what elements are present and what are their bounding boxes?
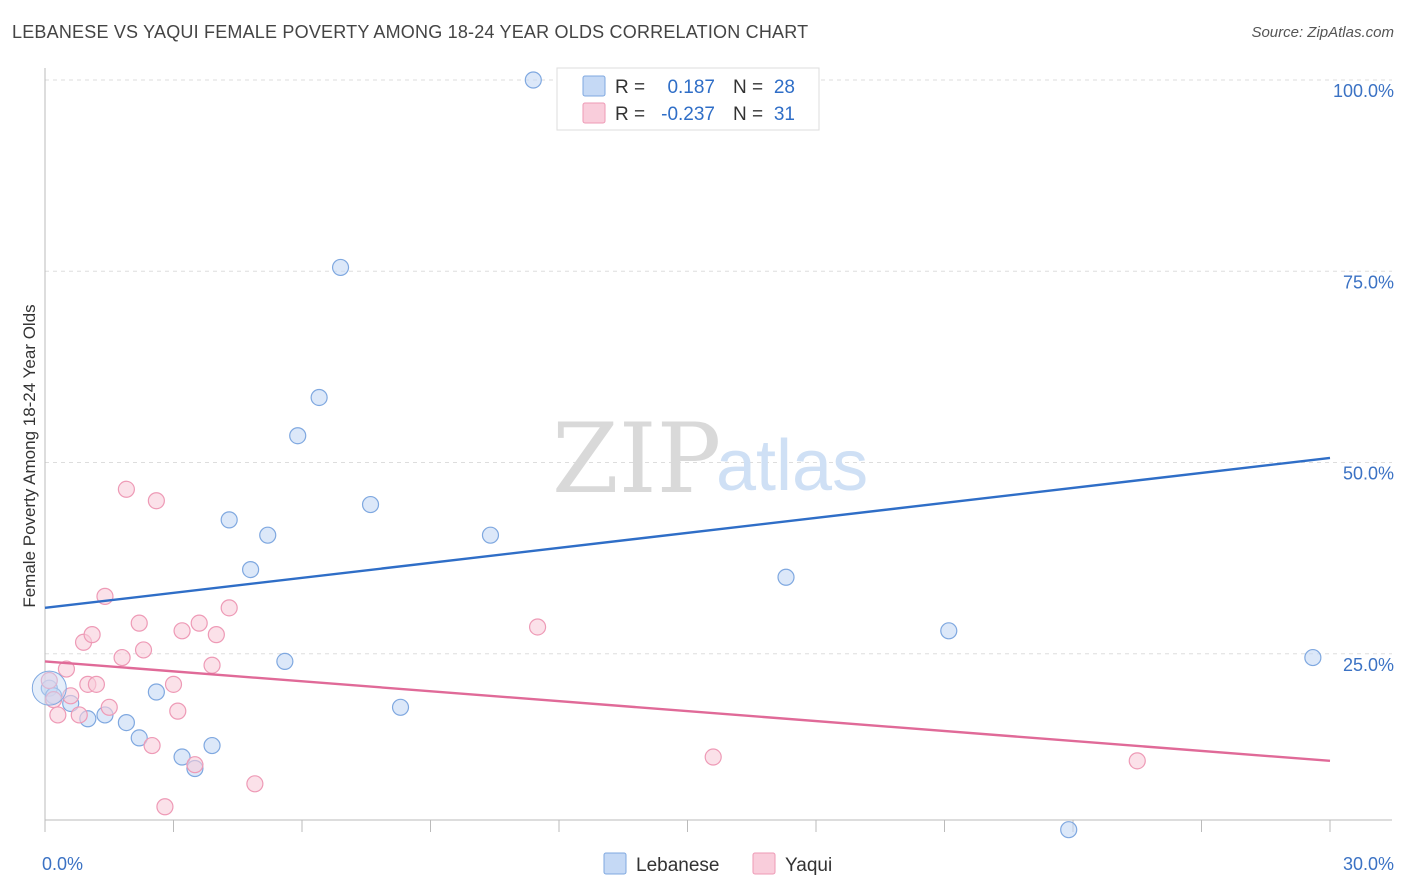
point-lebanese-17 bbox=[331, 258, 350, 277]
trend-line-lebanese bbox=[44, 456, 1331, 610]
point-yaqui-2 bbox=[49, 706, 67, 724]
point-yaqui-30 bbox=[1128, 752, 1146, 770]
point-yaqui-21 bbox=[173, 622, 191, 640]
point-yaqui-14 bbox=[130, 614, 148, 632]
point-lebanese-27 bbox=[1304, 648, 1322, 667]
point-yaqui-28 bbox=[528, 618, 547, 636]
trend-lines bbox=[44, 456, 1331, 763]
bottom-legend-label-lebanese: Lebanese bbox=[636, 855, 719, 876]
point-lebanese-13 bbox=[259, 526, 277, 544]
point-yaqui-11 bbox=[100, 698, 118, 716]
legend-r-label-yaqui: R = bbox=[615, 104, 645, 125]
point-lebanese-20 bbox=[481, 526, 500, 544]
point-yaqui-27 bbox=[246, 775, 264, 793]
y-axis-title: Female Poverty Among 18-24 Year Olds bbox=[20, 304, 39, 607]
point-yaqui-5 bbox=[70, 706, 88, 724]
point-lebanese-cluster bbox=[31, 670, 67, 706]
x-tick-label-min: 0.0% bbox=[42, 854, 83, 874]
y-tick-label-50: 50.0% bbox=[1343, 464, 1394, 484]
point-yaqui-17 bbox=[147, 492, 165, 510]
point-lebanese-7 bbox=[147, 683, 165, 701]
legend-n-label-lebanese: N = bbox=[733, 77, 763, 98]
point-yaqui-23 bbox=[190, 614, 208, 632]
point-yaqui-20 bbox=[169, 702, 187, 720]
watermark-atlas: atlas bbox=[716, 426, 868, 506]
point-yaqui-13 bbox=[117, 480, 135, 498]
bottom-legend-label-yaqui: Yaqui bbox=[785, 855, 832, 876]
tick-labels: 25.0% 50.0% 75.0% 100.0% 0.0% 30.0% bbox=[42, 81, 1394, 874]
y-tick-label-75: 75.0% bbox=[1343, 272, 1394, 292]
gridlines bbox=[45, 79, 1392, 655]
point-yaqui-19 bbox=[164, 675, 183, 693]
point-lebanese-6 bbox=[130, 729, 148, 747]
x-tick-label-max: 30.0% bbox=[1343, 854, 1394, 874]
legend-swatch-lebanese bbox=[582, 75, 606, 97]
bottom-legend-swatch-lebanese bbox=[603, 852, 627, 875]
top-legend: R = 0.187 N = 28 R = -0.237 N = 31 bbox=[556, 67, 820, 131]
point-lebanese-10 bbox=[203, 736, 221, 755]
point-lebanese-26 bbox=[1060, 821, 1078, 839]
trend-line-yaqui bbox=[44, 660, 1331, 763]
point-lebanese-21 bbox=[524, 71, 542, 89]
legend-n-value-yaqui: 31 bbox=[774, 104, 795, 125]
point-yaqui-16 bbox=[143, 736, 161, 755]
point-yaqui-15 bbox=[134, 641, 153, 659]
point-lebanese-15 bbox=[289, 427, 307, 445]
point-lebanese-14 bbox=[276, 652, 294, 671]
watermark: ZIP atlas bbox=[552, 403, 868, 515]
point-lebanese-24 bbox=[777, 568, 795, 586]
point-yaqui-3 bbox=[57, 660, 76, 678]
point-yaqui-29 bbox=[704, 748, 722, 766]
point-yaqui-24 bbox=[203, 656, 221, 674]
point-lebanese-5 bbox=[117, 713, 135, 732]
y-tick-label-25: 25.0% bbox=[1343, 655, 1394, 675]
legend-r-value-yaqui: -0.237 bbox=[661, 104, 715, 125]
point-yaqui-18 bbox=[156, 798, 174, 816]
legend-n-value-lebanese: 28 bbox=[774, 77, 795, 98]
point-yaqui-22 bbox=[186, 756, 204, 774]
point-lebanese-25 bbox=[940, 622, 958, 640]
chart-source: Source: ZipAtlas.com bbox=[1251, 24, 1394, 41]
y-tick-label-100: 100.0% bbox=[1333, 81, 1394, 101]
point-yaqui-25 bbox=[207, 626, 225, 644]
point-lebanese-18 bbox=[361, 495, 380, 514]
point-lebanese-8 bbox=[173, 748, 191, 766]
point-yaqui-9 bbox=[87, 675, 106, 693]
legend-n-label-yaqui: N = bbox=[733, 104, 763, 125]
bottom-legend-swatch-yaqui bbox=[752, 852, 776, 875]
point-lebanese-12 bbox=[242, 560, 260, 579]
chart-title: LEBANESE VS YAQUI FEMALE POVERTY AMONG 1… bbox=[12, 22, 809, 42]
point-lebanese-11 bbox=[220, 511, 238, 529]
bottom-legend: Lebanese Yaqui bbox=[603, 852, 832, 876]
watermark-zip: ZIP bbox=[552, 403, 721, 515]
point-yaqui-26 bbox=[220, 599, 238, 617]
point-yaqui-0 bbox=[40, 671, 58, 690]
point-yaqui-12 bbox=[113, 648, 131, 667]
data-points bbox=[31, 71, 1322, 839]
legend-r-value-lebanese: 0.187 bbox=[667, 77, 715, 98]
point-lebanese-16 bbox=[310, 388, 328, 407]
legend-r-label-lebanese: R = bbox=[615, 77, 645, 98]
point-yaqui-8 bbox=[83, 626, 101, 644]
point-lebanese-19 bbox=[391, 698, 410, 716]
legend-swatch-yaqui bbox=[582, 102, 606, 124]
point-yaqui-4 bbox=[62, 687, 80, 705]
